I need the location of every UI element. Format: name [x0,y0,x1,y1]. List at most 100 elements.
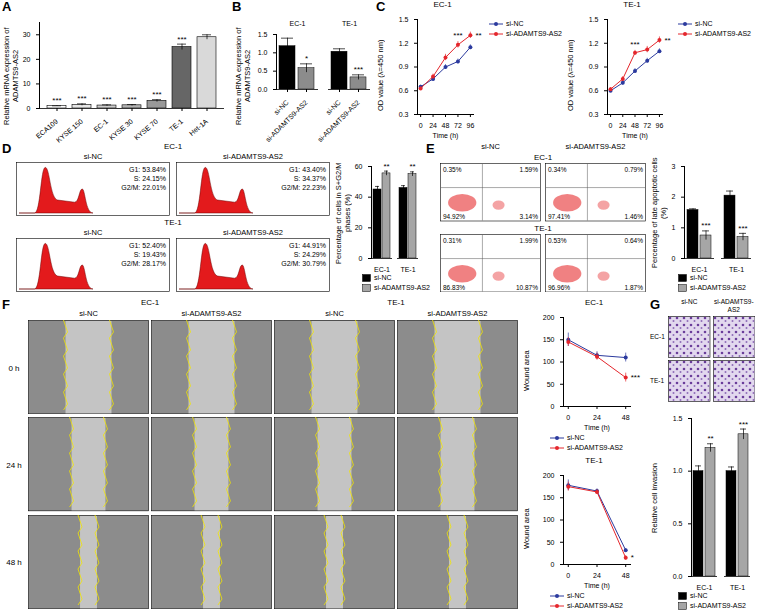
svg-text:0: 0 [359,255,363,262]
svg-text:0.9: 0.9 [399,63,409,70]
svg-text:0.64%: 0.64% [625,237,644,244]
svg-text:EC-1: EC-1 [92,118,109,134]
svg-text:0.6: 0.6 [399,87,409,94]
svg-text:24: 24 [429,122,437,129]
svg-text:0: 0 [419,122,423,129]
svg-text:50: 50 [547,380,555,387]
svg-text:TE-1: TE-1 [400,266,415,273]
svg-text:150: 150 [543,494,555,501]
svg-text:**: ** [664,36,670,45]
svg-text:S: 24.29%: S: 24.29% [294,251,326,258]
svg-text:200: 200 [543,314,555,321]
svg-text:30: 30 [23,31,31,38]
svg-text:0.53%: 0.53% [548,237,567,244]
svg-text:10.87%: 10.87% [516,283,538,290]
svg-text:24: 24 [593,572,601,579]
svg-text:***: *** [701,221,710,230]
svg-text:**: ** [475,31,481,40]
svg-text:***: *** [631,373,640,382]
svg-text:EC-1: EC-1 [692,266,708,273]
svg-text:EC-1: EC-1 [697,584,713,591]
svg-text:***: *** [738,224,747,233]
svg-text:TE-1: TE-1 [342,20,357,27]
svg-text:86.83%: 86.83% [443,283,465,290]
svg-text:***: *** [354,65,363,74]
svg-text:TE-1: TE-1 [730,584,745,591]
svg-text:10: 10 [23,80,31,87]
svg-text:0: 0 [551,403,555,410]
svg-text:96: 96 [466,122,474,129]
svg-text:100: 100 [543,358,555,365]
svg-text:***: *** [127,95,136,104]
svg-text:1.5: 1.5 [258,31,268,38]
svg-text:0.6: 0.6 [589,87,599,94]
svg-text:**: ** [409,162,415,171]
svg-text:TE-1: TE-1 [729,266,744,273]
svg-text:Time (h): Time (h) [433,132,459,140]
svg-text:Time (h): Time (h) [622,132,648,140]
svg-text:si-ADAMTS9-AS2: si-ADAMTS9-AS2 [264,99,309,144]
svg-text:**: ** [383,162,389,171]
svg-text:97.41%: 97.41% [548,213,570,220]
svg-text:1.0: 1.0 [673,467,683,474]
svg-text:*: * [305,54,308,63]
svg-text:0: 0 [27,105,31,112]
svg-text:2: 2 [672,193,676,200]
svg-text:0: 0 [566,414,570,421]
svg-text:1.5: 1.5 [673,415,683,422]
svg-text:48: 48 [442,122,450,129]
svg-text:***: *** [630,40,639,49]
svg-text:0: 0 [672,255,676,262]
svg-text:1.59%: 1.59% [520,166,539,173]
svg-text:0: 0 [551,561,555,568]
svg-text:200: 200 [543,472,555,479]
svg-text:**: ** [707,434,713,443]
svg-text:0.9: 0.9 [589,63,599,70]
svg-text:0.5: 0.5 [258,67,268,74]
svg-text:0.3: 0.3 [399,111,409,118]
svg-text:Time (h): Time (h) [584,582,610,590]
svg-text:1.87%: 1.87% [625,283,644,290]
svg-text:94.92%: 94.92% [443,213,465,220]
svg-text:150: 150 [543,336,555,343]
svg-text:50: 50 [547,538,555,545]
svg-text:***: *** [739,420,748,429]
svg-text:TE-1: TE-1 [168,118,184,133]
svg-text:1.46%: 1.46% [625,213,644,220]
svg-text:ECA109: ECA109 [35,118,60,140]
svg-text:Time (h): Time (h) [584,424,610,432]
svg-text:24: 24 [593,414,601,421]
svg-text:KYSE 30: KYSE 30 [108,118,134,142]
svg-text:G1: 53.84%: G1: 53.84% [129,166,166,173]
svg-text:***: *** [52,96,61,105]
svg-text:1.5: 1.5 [399,16,409,23]
svg-text:48: 48 [631,122,639,129]
svg-text:G1: 52.40%: G1: 52.40% [129,242,166,249]
svg-text:G1: 44.91%: G1: 44.91% [289,242,326,249]
svg-text:G2/M: 22.01%: G2/M: 22.01% [121,184,166,191]
svg-text:48: 48 [622,414,630,421]
svg-text:EC-1: EC-1 [290,20,306,27]
svg-text:20: 20 [23,56,31,63]
svg-text:0.35%: 0.35% [443,166,462,173]
svg-text:S: 19.43%: S: 19.43% [134,251,166,258]
svg-text:0.0: 0.0 [258,86,268,93]
svg-text:3.14%: 3.14% [520,213,539,220]
svg-text:72: 72 [643,122,651,129]
svg-text:1.2: 1.2 [399,39,409,46]
svg-text:24: 24 [619,122,627,129]
svg-text:si-NC: si-NC [272,99,289,116]
svg-text:KYSE 150: KYSE 150 [55,118,84,144]
svg-text:***: *** [152,90,161,99]
svg-text:***: *** [177,35,186,44]
svg-text:20: 20 [355,224,363,231]
svg-text:96: 96 [656,122,664,129]
svg-text:60: 60 [355,163,363,170]
svg-text:S: 34.37%: S: 34.37% [294,175,326,182]
svg-text:0: 0 [609,122,613,129]
svg-text:si-ADAMTS9-AS2: si-ADAMTS9-AS2 [316,99,361,144]
svg-text:1.0: 1.0 [258,49,268,56]
svg-text:G2/M: 22.23%: G2/M: 22.23% [281,184,326,191]
svg-text:1.2: 1.2 [589,39,599,46]
svg-text:3: 3 [672,163,676,170]
